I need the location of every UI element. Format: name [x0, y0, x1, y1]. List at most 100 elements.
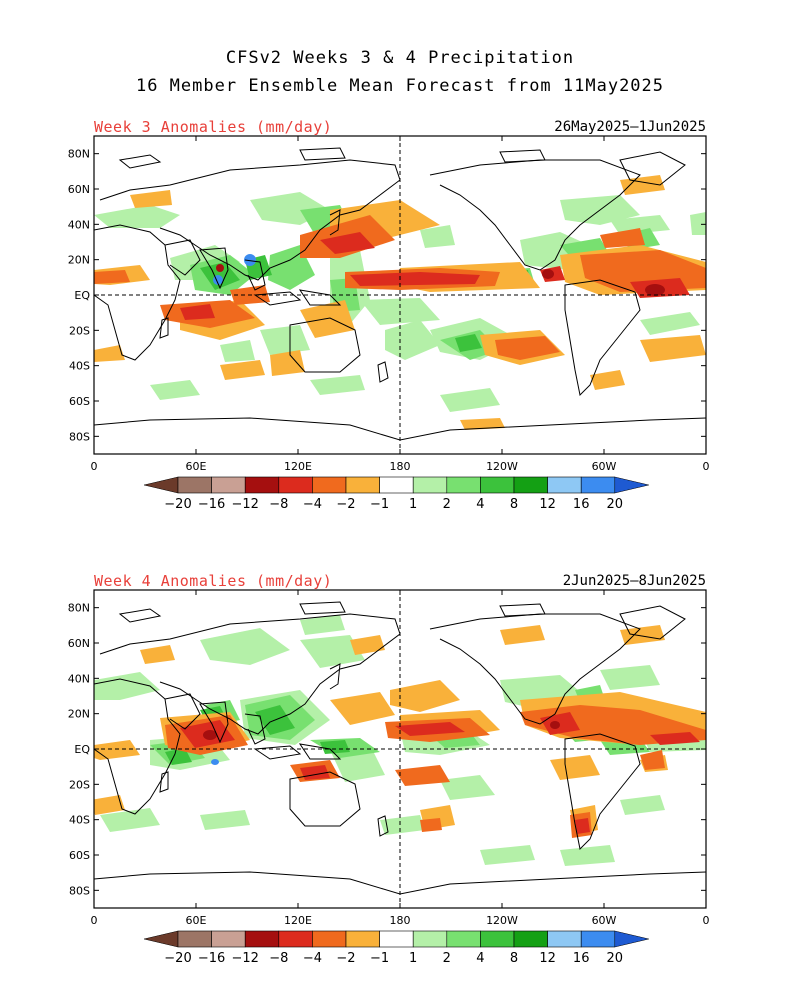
- colorbar-label: 12: [539, 951, 556, 966]
- colorbar-segment: [446, 930, 481, 948]
- colorbar-segment: [211, 476, 246, 494]
- lat-label: 60S: [69, 395, 90, 408]
- colorbar-segment: [412, 476, 448, 494]
- colorbar-label: −1: [370, 951, 389, 966]
- colorbar-segment: [177, 930, 212, 948]
- lat-label: 40N: [68, 218, 90, 231]
- lat-label: 80S: [69, 884, 90, 897]
- panel1-date-range: 26May2025–1Jun2025: [554, 119, 706, 135]
- lon-label: 60W: [592, 460, 617, 473]
- panel1-colorbar: −20 −16 −12 −8 −4 −2 −1 1 2 4 8 12 16 20: [143, 476, 649, 512]
- lon-label: 180: [390, 914, 411, 927]
- lon-label: 0: [91, 460, 98, 473]
- lat-label: 40S: [69, 814, 90, 827]
- lat-label: 20S: [69, 324, 90, 337]
- panel1-frame: [93, 135, 707, 455]
- colorbar-segment: [446, 476, 481, 494]
- colorbar-label: 16: [573, 951, 590, 966]
- colorbar-segment: [580, 476, 616, 494]
- panel2-anomaly-field: [94, 615, 706, 866]
- colorbar-segment: [211, 930, 246, 948]
- lat-label: 20N: [68, 254, 90, 267]
- lat-label: 40N: [68, 672, 90, 685]
- colorbar-segment: [244, 930, 280, 948]
- colorbar-segment: [412, 930, 448, 948]
- colorbar-segment: [480, 476, 515, 494]
- lat-label: 40S: [69, 360, 90, 373]
- colorbar-label: 20: [607, 497, 624, 512]
- colorbar-label: −2: [336, 497, 355, 512]
- panel2-coastlines: [94, 601, 706, 895]
- colorbar-segment: [379, 476, 414, 494]
- colorbar-segment: [177, 476, 212, 494]
- lon-label: 120W: [486, 914, 518, 927]
- colorbar-label: −16: [198, 951, 225, 966]
- colorbar-label: 4: [476, 951, 484, 966]
- lat-label: EQ: [74, 289, 90, 302]
- lon-label: 0: [703, 460, 710, 473]
- colorbar-label: 4: [476, 497, 484, 512]
- colorbar-label: −12: [231, 497, 258, 512]
- colorbar-segment: [480, 930, 515, 948]
- colorbar-segment: [345, 930, 380, 948]
- colorbar-arrow-left: [143, 476, 179, 494]
- colorbar-segment: [278, 476, 313, 494]
- lat-label: 20N: [68, 708, 90, 721]
- colorbar-label: 12: [539, 497, 556, 512]
- colorbar-label: −4: [303, 497, 322, 512]
- colorbar-label: 1: [409, 951, 417, 966]
- lon-label: 120E: [284, 460, 312, 473]
- colorbar-label: −8: [269, 497, 288, 512]
- panel2-colorbar: −20 −16 −12 −8 −4 −2 −1 1 2 4 8 12 16 20: [143, 930, 649, 966]
- panel2-lat-axis: 80N 60N 40N 20N EQ 20S 40S 60S 80S: [68, 602, 706, 897]
- lat-label: 60N: [68, 637, 90, 650]
- chart-title-line1: CFSv2 Weeks 3 & 4 Precipitation: [225, 48, 575, 68]
- colorbar-segment: [513, 930, 548, 948]
- colorbar-label: −8: [269, 951, 288, 966]
- colorbar-arrow-right: [614, 930, 649, 948]
- lon-label: 0: [91, 914, 98, 927]
- colorbar-label: 2: [443, 951, 451, 966]
- lon-label: 180: [390, 460, 411, 473]
- colorbar-segment: [547, 930, 582, 948]
- colorbar-label: −12: [231, 951, 258, 966]
- colorbar-segment: [312, 476, 347, 494]
- lat-label: 20S: [69, 778, 90, 791]
- colorbar-arrow-right: [614, 476, 649, 494]
- panel1-lat-axis: 80N 60N 40N 20N EQ 20S 40S 60S 80S: [68, 148, 706, 443]
- lon-label: 60E: [186, 460, 207, 473]
- colorbar-arrow-left: [143, 930, 179, 948]
- panel2-date-range: 2Jun2025–8Jun2025: [562, 573, 706, 589]
- lat-label: 80N: [68, 602, 90, 615]
- panel1-lon-axis: 0 60E 120E 180 120W 60W 0: [91, 136, 710, 473]
- panel2-frame: [93, 589, 707, 909]
- panel2-title: Week 4 Anomalies (mm/day): [94, 572, 333, 590]
- colorbar-label: 16: [573, 497, 590, 512]
- lon-label: 120W: [486, 460, 518, 473]
- lat-label: EQ: [74, 743, 90, 756]
- lon-label: 0: [703, 914, 710, 927]
- colorbar-label: 20: [607, 951, 624, 966]
- lat-label: 60N: [68, 183, 90, 196]
- colorbar-segment: [547, 476, 582, 494]
- colorbar-label: −20: [164, 497, 191, 512]
- colorbar-label: 8: [510, 951, 518, 966]
- lon-label: 120E: [284, 914, 312, 927]
- colorbar-segment: [513, 476, 548, 494]
- panel1-title: Week 3 Anomalies (mm/day): [94, 118, 333, 136]
- panel1-coastlines: [94, 147, 706, 441]
- colorbar-label: −2: [336, 951, 355, 966]
- colorbar-segment: [278, 930, 313, 948]
- chart-title-line2: 16 Member Ensemble Mean Forecast from 11…: [135, 76, 665, 96]
- colorbar-label: 8: [510, 497, 518, 512]
- colorbar-segment: [244, 476, 280, 494]
- colorbar-segment: [379, 930, 414, 948]
- colorbar-label: −20: [164, 951, 191, 966]
- panel2-lon-axis: 0 60E 120E 180 120W 60W 0: [91, 590, 710, 927]
- lat-label: 80N: [68, 148, 90, 161]
- colorbar-segment: [312, 930, 347, 948]
- panel1-anomaly-field: [94, 175, 706, 430]
- lat-label: 60S: [69, 849, 90, 862]
- colorbar-label: −1: [370, 497, 389, 512]
- lat-label: 80S: [69, 430, 90, 443]
